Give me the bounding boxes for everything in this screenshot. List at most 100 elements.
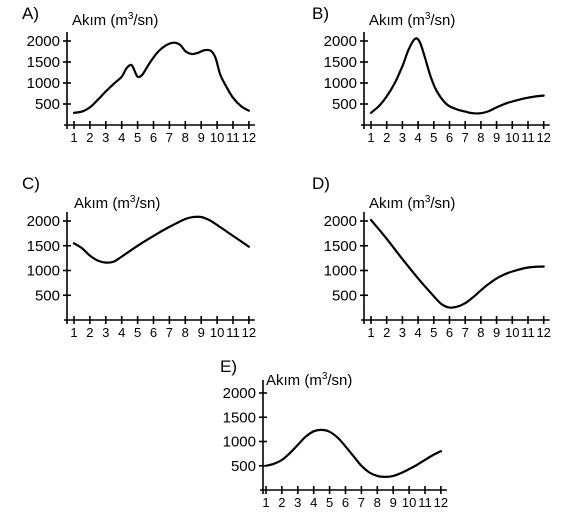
- x-tick-label: 5: [326, 495, 333, 510]
- y-axis-title-main: Akım (m: [369, 12, 425, 29]
- x-tick-label: 7: [358, 495, 365, 510]
- y-tick-label: 500: [332, 287, 357, 304]
- y-axis-title-tail: /sn): [430, 195, 455, 212]
- y-axis-title-main: Akım (m: [74, 195, 130, 212]
- x-tick-label: 1: [262, 495, 269, 510]
- x-tick-label: 5: [430, 325, 437, 340]
- x-tick-label: 8: [182, 130, 189, 145]
- x-tick-label: 7: [462, 325, 469, 340]
- x-tick-label: 8: [182, 325, 189, 340]
- panel-label: B): [312, 4, 329, 23]
- y-axis-title-sup: 3: [425, 194, 431, 205]
- y-tick-label: 2000: [324, 213, 357, 230]
- y-axis-title-tail: /sn): [133, 12, 158, 29]
- series-line: [72, 215, 250, 264]
- x-tick-label: 8: [477, 130, 484, 145]
- x-tick-label: 2: [278, 495, 285, 510]
- x-tick-label: 12: [536, 325, 550, 340]
- x-tick-label: 12: [242, 130, 256, 145]
- x-tick-label: 12: [434, 495, 448, 510]
- x-tick-label: 7: [166, 325, 173, 340]
- y-tick-label: 1000: [324, 263, 357, 280]
- y-tick-label: 1000: [324, 75, 357, 92]
- x-tick-label: 6: [446, 130, 453, 145]
- y-axis-title-sup: 3: [130, 194, 136, 205]
- x-tick-label: 4: [414, 130, 421, 145]
- x-tick-label: 9: [493, 325, 500, 340]
- x-tick-label: 3: [399, 130, 406, 145]
- x-tick-label: 8: [374, 495, 381, 510]
- x-tick-label: 6: [150, 325, 157, 340]
- x-tick-label: 10: [402, 495, 416, 510]
- x-tick-label: 3: [294, 495, 301, 510]
- y-axis-title-sup: 3: [322, 371, 328, 382]
- y-tick-label: 2000: [223, 385, 256, 402]
- x-tick-label: 7: [462, 130, 469, 145]
- y-tick-label: 2000: [27, 213, 60, 230]
- y-tick-label: 1000: [27, 263, 60, 280]
- panel-label: D): [312, 174, 330, 193]
- x-tick-label: 12: [536, 130, 550, 145]
- y-axis-title: Akım (m3/sn): [369, 194, 455, 212]
- x-tick-label: 7: [166, 130, 173, 145]
- x-tick-label: 9: [390, 495, 397, 510]
- x-tick-label: 4: [310, 495, 317, 510]
- y-tick-label: 1500: [324, 54, 357, 71]
- y-tick-label: 500: [35, 96, 60, 113]
- x-tick-label: 4: [118, 130, 125, 145]
- y-axis-title-main: Akım (m: [369, 195, 425, 212]
- x-tick-label: 1: [70, 130, 77, 145]
- panel-label: E): [220, 357, 237, 376]
- x-tick-label: 1: [367, 325, 374, 340]
- y-axis-title: Akım (m3/sn): [74, 194, 160, 212]
- y-axis-title-tail: /sn): [327, 372, 352, 389]
- y-axis-title-main: Akım (m: [266, 372, 322, 389]
- y-tick-label: 500: [332, 96, 357, 113]
- y-axis-title-sup: 3: [425, 11, 431, 22]
- y-tick-label: 1500: [223, 409, 256, 426]
- x-tick-label: 6: [342, 495, 349, 510]
- y-tick-label: 500: [35, 287, 60, 304]
- y-axis-title-sup: 3: [128, 11, 134, 22]
- x-tick-label: 11: [226, 130, 240, 145]
- x-tick-label: 4: [118, 325, 125, 340]
- x-tick-label: 10: [505, 325, 519, 340]
- panel-label: A): [22, 4, 39, 23]
- x-tick-label: 3: [399, 325, 406, 340]
- y-tick-label: 1500: [324, 238, 357, 255]
- x-tick-label: 8: [477, 325, 484, 340]
- y-axis-title: Akım (m3/sn): [72, 11, 158, 29]
- x-tick-label: 2: [383, 325, 390, 340]
- x-tick-label: 6: [446, 325, 453, 340]
- x-tick-label: 11: [226, 325, 240, 340]
- x-tick-label: 2: [383, 130, 390, 145]
- x-tick-label: 9: [198, 130, 205, 145]
- panel-label: C): [22, 174, 40, 193]
- x-tick-label: 2: [86, 130, 93, 145]
- series-line: [264, 428, 442, 478]
- x-tick-label: 2: [86, 325, 93, 340]
- x-tick-label: 10: [505, 130, 519, 145]
- y-tick-label: 1500: [27, 54, 60, 71]
- y-tick-label: 1000: [223, 434, 256, 451]
- x-tick-label: 9: [198, 325, 205, 340]
- x-tick-label: 3: [102, 325, 109, 340]
- x-tick-label: 1: [70, 325, 77, 340]
- x-tick-label: 9: [493, 130, 500, 145]
- x-tick-label: 5: [134, 325, 141, 340]
- x-tick-label: 4: [414, 325, 421, 340]
- y-tick-label: 1000: [27, 75, 60, 92]
- x-tick-label: 12: [242, 325, 256, 340]
- y-axis-title-main: Akım (m: [72, 12, 128, 29]
- y-tick-label: 500: [231, 458, 256, 475]
- y-tick-label: 2000: [27, 33, 60, 50]
- x-tick-label: 6: [150, 130, 157, 145]
- x-tick-label: 11: [521, 130, 535, 145]
- x-tick-label: 10: [210, 325, 224, 340]
